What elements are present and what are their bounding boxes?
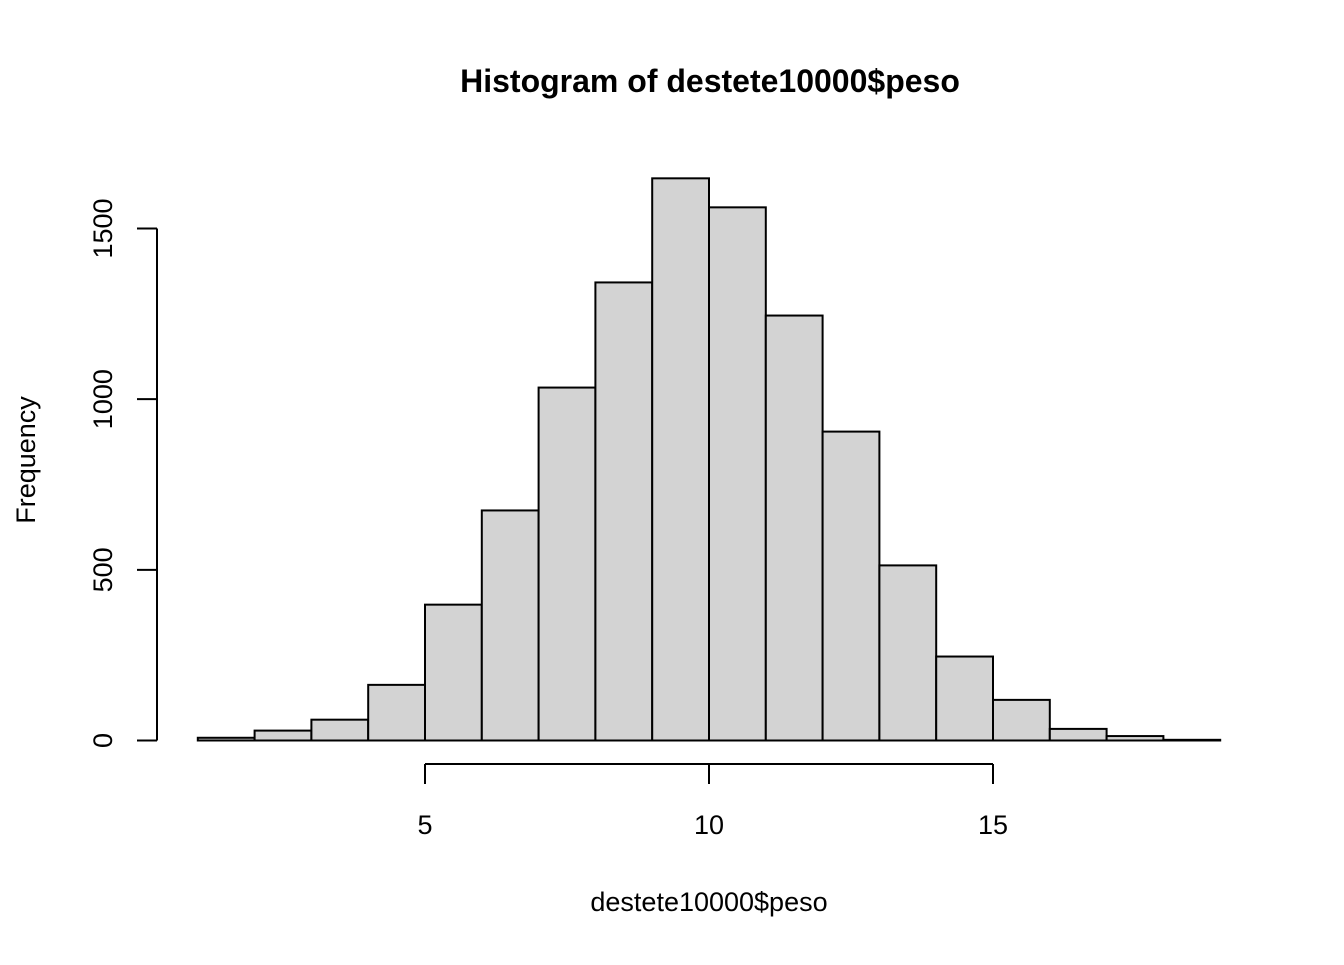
histogram-bar	[1048, 727, 1108, 742]
x-axis: 5 10 15	[417, 763, 1008, 840]
bars	[196, 177, 1222, 742]
histogram-bar	[764, 314, 824, 742]
x-tick-label: 10	[694, 810, 724, 840]
histogram-bar	[821, 430, 881, 742]
histogram-bar	[196, 736, 256, 742]
y-tick-label: 500	[88, 547, 118, 592]
histogram-bar	[367, 683, 427, 742]
histogram-bar	[878, 564, 938, 742]
histogram-bar	[1105, 735, 1165, 742]
y-tick-label: 0	[88, 733, 118, 748]
histogram-bar	[310, 718, 370, 742]
histogram-bar	[651, 177, 711, 742]
y-tick-label: 1500	[88, 198, 118, 258]
histogram-bar	[992, 698, 1051, 742]
histogram-bar	[424, 603, 483, 742]
y-axis: 0 500 1000 1500	[88, 198, 158, 748]
histogram-bar	[537, 386, 597, 742]
x-tick-label: 15	[978, 810, 1008, 840]
x-tick-label: 5	[417, 810, 432, 840]
histogram-bar	[594, 281, 654, 742]
histogram-bar	[253, 729, 313, 742]
y-tick-label: 1000	[88, 369, 118, 429]
histogram-bar	[708, 206, 767, 742]
x-axis-label: destete10000$peso	[590, 887, 827, 917]
histogram-bar	[935, 655, 995, 742]
y-axis-label: Frequency	[11, 396, 41, 524]
chart-title: Histogram of destete10000$peso	[460, 63, 960, 99]
histogram-bar	[480, 509, 540, 742]
histogram-bar	[1162, 738, 1222, 742]
